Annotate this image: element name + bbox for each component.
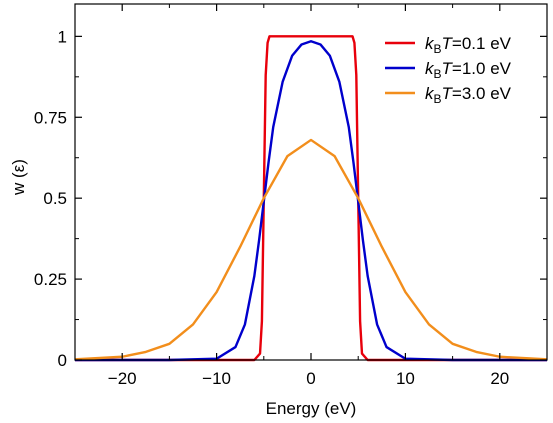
legend-label-2: kBT=1.0 eV <box>425 59 512 81</box>
x-axis-label: Energy (eV) <box>266 399 357 418</box>
series-line-2 <box>75 40 547 362</box>
x-tick-label: −10 <box>202 369 231 388</box>
x-tick-label: 20 <box>490 369 509 388</box>
legend-label-3: kBT=3.0 eV <box>425 84 512 106</box>
y-tick-label: 0.25 <box>34 270 67 289</box>
legend: kBT=0.1 eV kBT=1.0 eV kBT=3.0 eV <box>385 34 512 106</box>
y-tick-label: 0 <box>58 351 67 370</box>
series-line-1 <box>75 35 547 362</box>
x-tick-label: 10 <box>396 369 415 388</box>
plot-lines <box>74 35 548 362</box>
x-tick-label: −20 <box>108 369 137 388</box>
plot-frame <box>74 3 548 361</box>
x-tick-label: 0 <box>306 369 315 388</box>
series-line-3 <box>74 138 548 361</box>
y-axis-label: w (ε) <box>9 159 28 196</box>
y-tick-label: 0.5 <box>43 189 67 208</box>
y-tick-label: 0.75 <box>34 108 67 127</box>
legend-label-1: kBT=0.1 eV <box>425 34 512 56</box>
y-tick-label: 1 <box>58 27 67 46</box>
axis-ticks: −20 −10 0 10 20 0 0.25 0.5 0.75 1 <box>34 4 548 388</box>
